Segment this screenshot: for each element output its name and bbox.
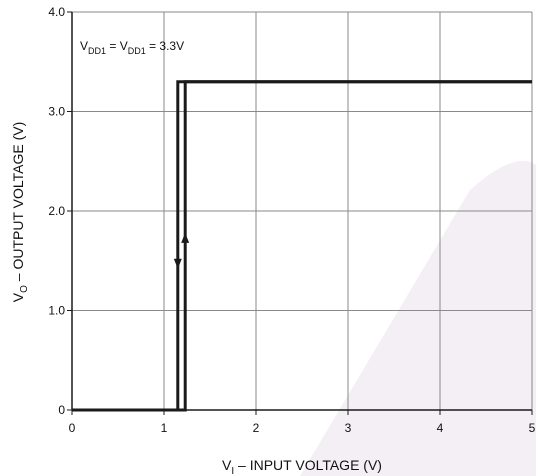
series-layer bbox=[72, 80, 532, 412]
background-watermark bbox=[300, 160, 536, 476]
annotation-sub-1: DD1 bbox=[88, 46, 106, 56]
y-axis-title-main: V bbox=[10, 292, 26, 302]
x-tick-label-3: 3 bbox=[345, 421, 352, 435]
x-axis-title-main: V bbox=[222, 457, 232, 473]
annotation-part-1: V bbox=[80, 39, 88, 53]
arrow-down-icon bbox=[173, 258, 182, 269]
y-tick-label-1: 1.0 bbox=[48, 304, 65, 318]
chart-annotation: VDD1 = VDD1 = 3.3V bbox=[80, 39, 184, 56]
y-tick-label-0: 0 bbox=[58, 403, 65, 417]
grid bbox=[72, 12, 532, 410]
y-tick-label-2: 2.0 bbox=[48, 204, 65, 218]
y-axis-title-sub: O bbox=[19, 285, 30, 293]
x-tick-label-1: 1 bbox=[161, 421, 168, 435]
x-axis-title-sub: I bbox=[231, 466, 234, 476]
arrow-up-icon bbox=[181, 232, 190, 243]
tick-labels: 0 1 2 3 4 5 0 1.0 2.0 3.0 4.0 bbox=[48, 5, 535, 435]
y-axis-title-rest: – OUTPUT VOLTAGE (V) bbox=[10, 122, 26, 285]
x-axis-title-rest: – INPUT VOLTAGE (V) bbox=[234, 457, 382, 473]
x-tick-label-2: 2 bbox=[253, 421, 260, 435]
annotation-part-3: = 3.3V bbox=[146, 39, 184, 53]
y-tick-label-3: 3.0 bbox=[48, 105, 65, 119]
x-tick-label-0: 0 bbox=[69, 421, 76, 435]
x-tick-label-4: 4 bbox=[437, 421, 444, 435]
annotation-part-2: = V bbox=[106, 39, 128, 53]
series-line-rising bbox=[72, 80, 532, 412]
y-tick-label-4: 4.0 bbox=[48, 5, 65, 19]
x-axis-title: VI – INPUT VOLTAGE (V) bbox=[222, 457, 382, 476]
x-tick-label-5: 5 bbox=[529, 421, 536, 435]
y-axis-title: VO – OUTPUT VOLTAGE (V) bbox=[10, 122, 30, 302]
watermark-shape bbox=[300, 160, 536, 476]
annotation-sub-2: DD1 bbox=[128, 46, 146, 56]
